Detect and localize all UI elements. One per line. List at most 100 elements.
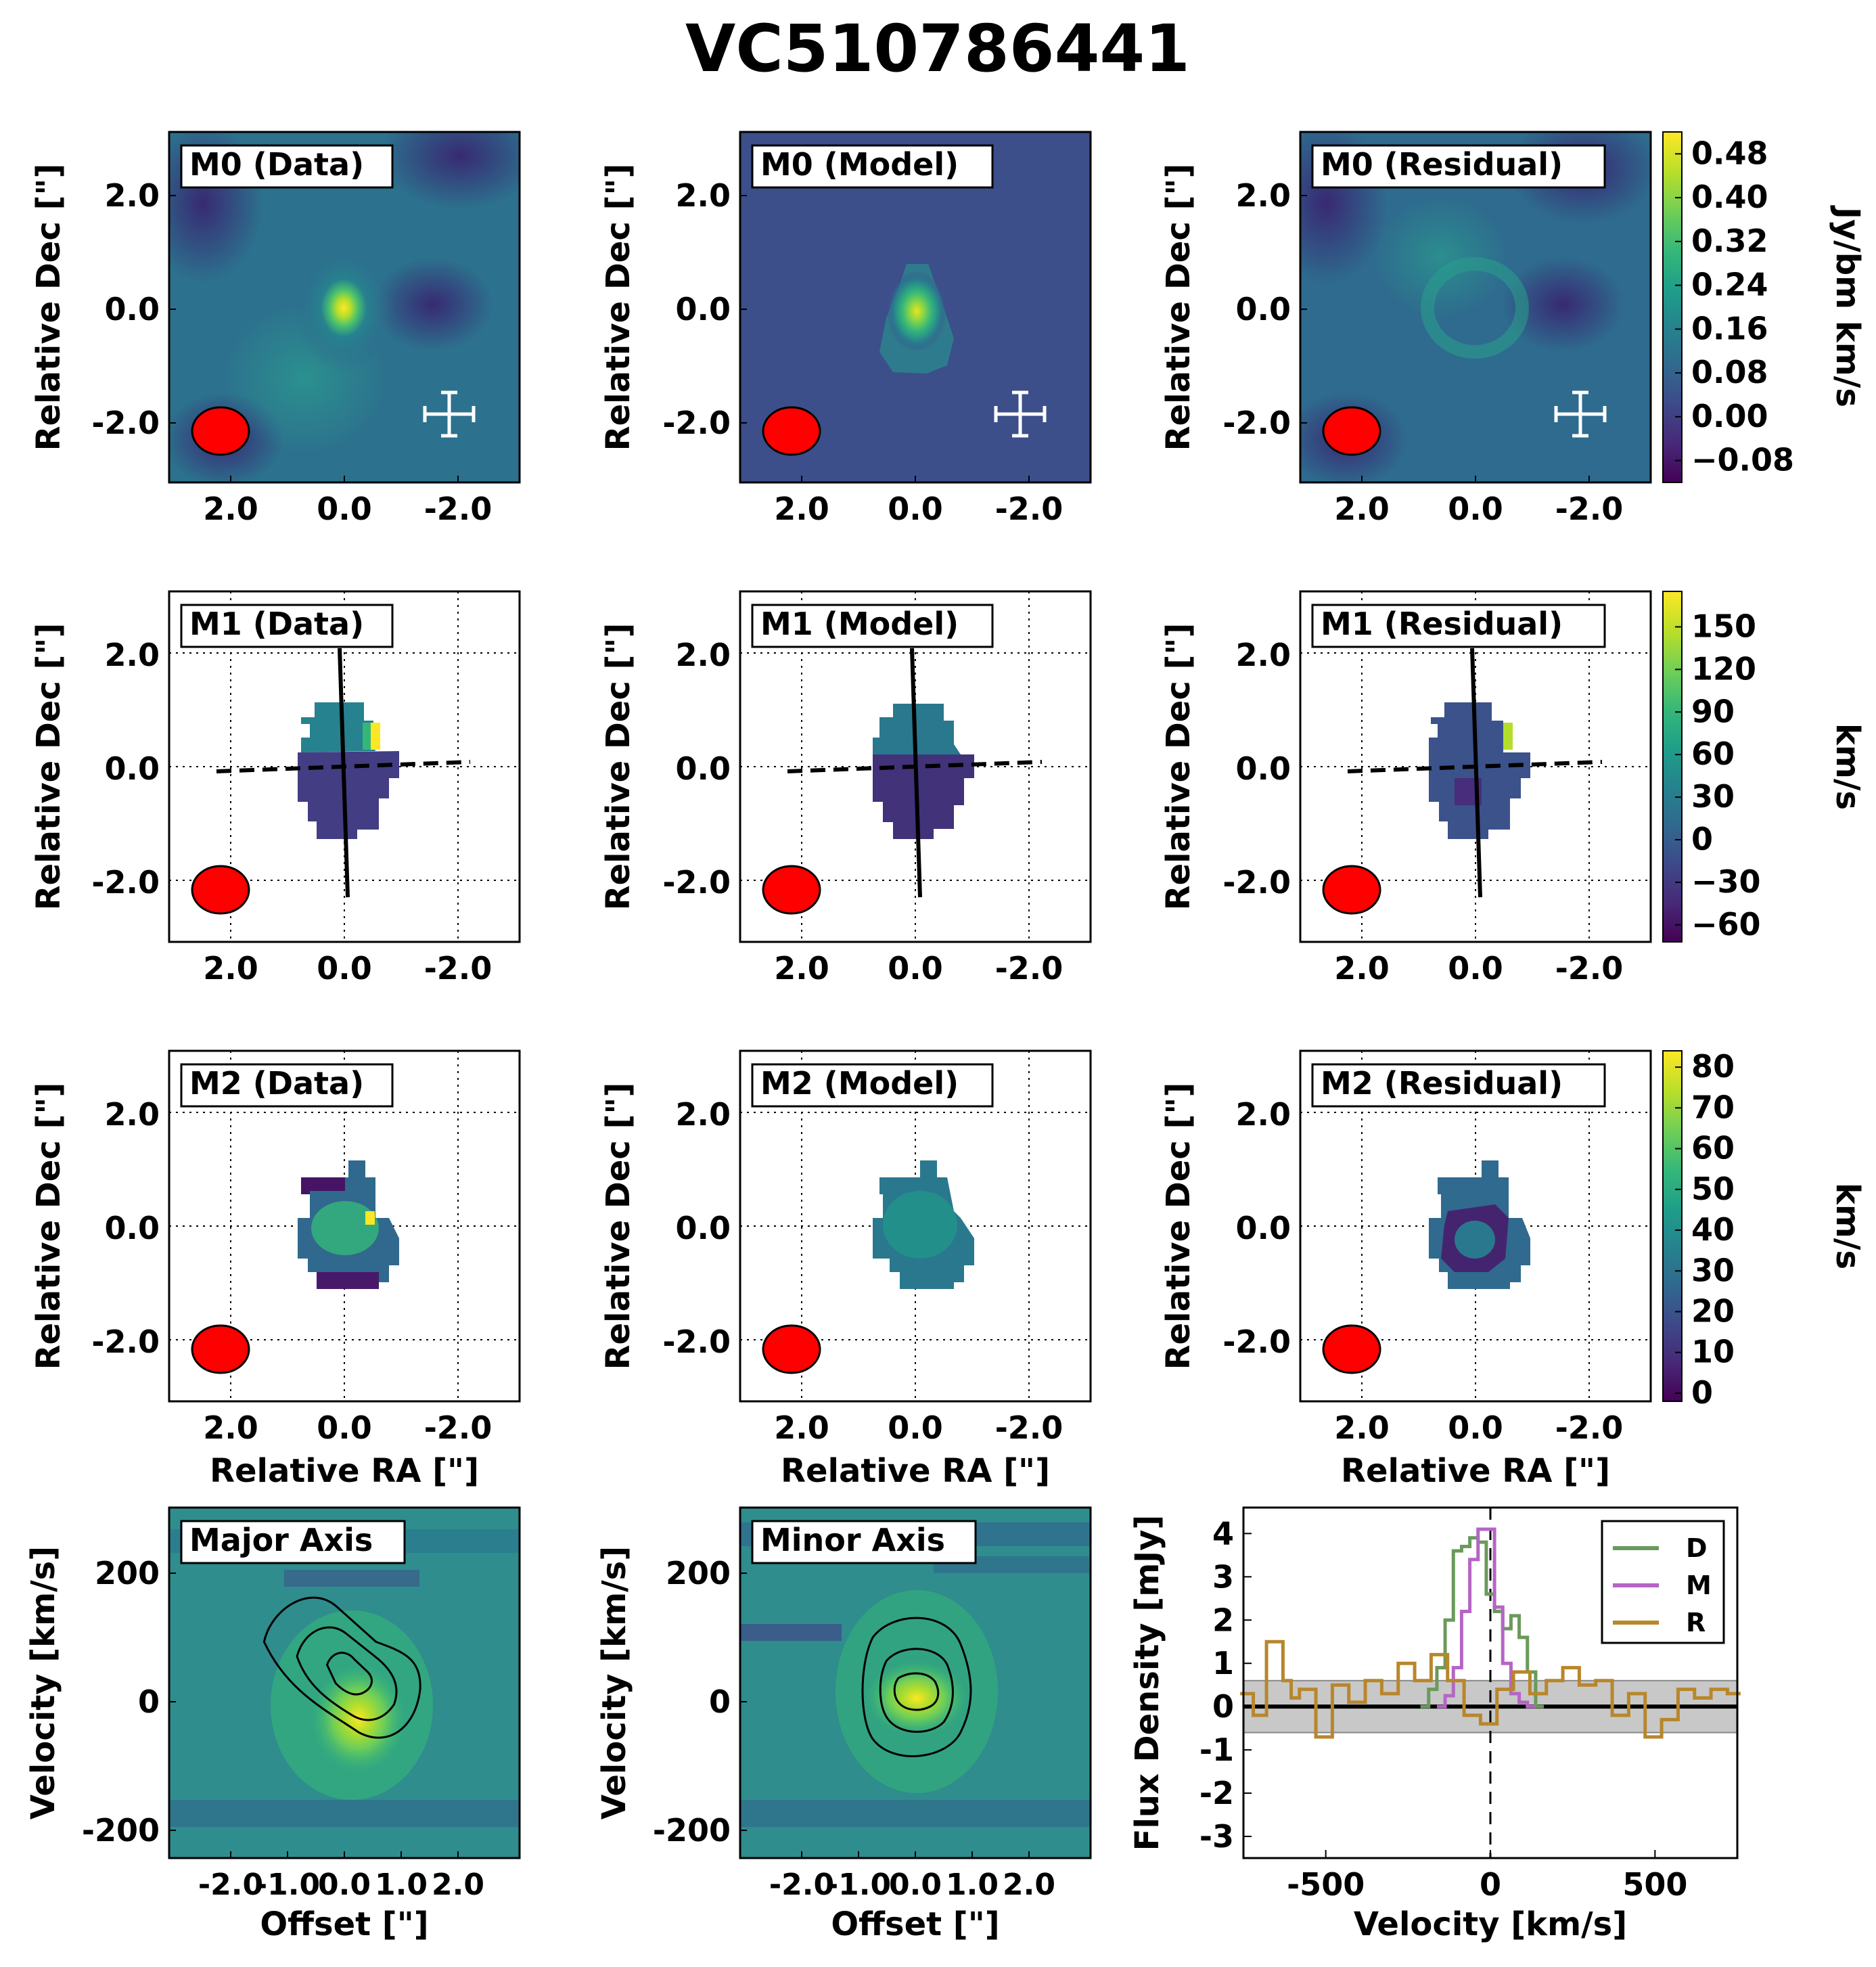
y-axis-label: Relative Dec ["] bbox=[599, 164, 637, 451]
m0-data-source bbox=[293, 244, 394, 372]
spectrum-y-tick-label: 3 bbox=[1212, 1558, 1234, 1595]
pv-major-band bbox=[284, 1570, 419, 1587]
spectrum-y-tick-label: 2 bbox=[1212, 1602, 1234, 1638]
x-tick-label: 0.0 bbox=[888, 950, 943, 987]
colorbar-text: 0.48 0.40 0.32 0.24 0.16 0.08 0.00 −0.08 Jy/bm k… bbox=[1675, 135, 1867, 1411]
x-tick-label: -2.0 bbox=[424, 950, 493, 987]
colorbar-tick-label: 90 bbox=[1691, 693, 1735, 729]
colorbar-tick-label: 20 bbox=[1691, 1292, 1735, 1329]
panel-label: M1 (Model) bbox=[760, 606, 959, 642]
pv-major-panel: Major Axis bbox=[168, 1506, 521, 1859]
beam-ellipse bbox=[762, 1324, 821, 1374]
x-tick-label: 0.0 bbox=[1448, 950, 1503, 987]
colorbar-m0 bbox=[1662, 131, 1683, 483]
y-tick-label: 0.0 bbox=[1236, 750, 1291, 787]
panel-label: Major Axis bbox=[189, 1522, 373, 1558]
m1-data-map-mid bbox=[363, 723, 371, 750]
m1-residual-panel: M1 (Residual) bbox=[1299, 590, 1652, 943]
spectrum-x-tick-label: 0 bbox=[1480, 1866, 1501, 1903]
pv-x-tick-label: 2.0 bbox=[432, 1868, 484, 1902]
spectrum-x-tick-label: 500 bbox=[1622, 1866, 1687, 1903]
pv-y-tick-label: 200 bbox=[95, 1555, 160, 1591]
colorbar-tick-label: 30 bbox=[1691, 1252, 1735, 1288]
m2-data-panel: M2 (Data) bbox=[168, 1049, 521, 1403]
y-tick-label: 2.0 bbox=[1236, 1096, 1291, 1133]
y-axis-label: Relative Dec ["] bbox=[1160, 623, 1197, 911]
y-tick-label: 0.0 bbox=[105, 291, 160, 327]
spectrum-y-tick-label: -1 bbox=[1199, 1732, 1234, 1768]
x-tick-label: -2.0 bbox=[995, 950, 1063, 987]
x-tick-label: 0.0 bbox=[317, 950, 372, 987]
y-tick-label: 0.0 bbox=[1236, 1210, 1291, 1246]
beam-ellipse bbox=[1322, 865, 1381, 915]
x-tick-label: 2.0 bbox=[774, 950, 829, 987]
beam-ellipse bbox=[1322, 1324, 1381, 1374]
x-tick-label: -2.0 bbox=[424, 1409, 493, 1446]
y-tick-label: -2.0 bbox=[1222, 1324, 1291, 1360]
x-tick-label: -2.0 bbox=[1555, 1409, 1624, 1446]
colorbar-label: km/s bbox=[1829, 723, 1867, 810]
m2-data-map-peak bbox=[365, 1211, 375, 1225]
minor-axis-line bbox=[216, 760, 471, 773]
x-tick-label: 2.0 bbox=[203, 1409, 258, 1446]
panel-label-box: M2 (Data) bbox=[180, 1063, 394, 1108]
colorbar-tick-label: 40 bbox=[1691, 1211, 1735, 1248]
pv-major-band bbox=[169, 1800, 520, 1827]
pv-minor-contours bbox=[861, 1616, 972, 1757]
spectrum-series-d bbox=[1420, 1536, 1545, 1709]
colorbar-tick-label: 60 bbox=[1691, 736, 1735, 772]
x-axis-label: Relative RA ["] bbox=[1341, 1452, 1610, 1490]
panel-label-box: M0 (Residual) bbox=[1311, 144, 1606, 189]
panel-label: M2 (Model) bbox=[760, 1065, 959, 1102]
spectrum-y-tick-label: 4 bbox=[1212, 1515, 1234, 1552]
spectrum-y-tick-label: 1 bbox=[1212, 1645, 1234, 1681]
error-cross bbox=[423, 390, 476, 438]
x-tick-label: -2.0 bbox=[1555, 950, 1624, 987]
beam-ellipse bbox=[762, 865, 821, 915]
panel-label: Minor Axis bbox=[760, 1522, 945, 1558]
y-tick-label: 0.0 bbox=[676, 291, 731, 327]
spectrum-series-r bbox=[1240, 1640, 1741, 1739]
colorbar-tick-label: 0.48 bbox=[1691, 135, 1768, 171]
panel-label: M0 (Model) bbox=[760, 146, 959, 183]
x-tick-label: -2.0 bbox=[1555, 491, 1624, 527]
y-axis-label: Relative Dec ["] bbox=[30, 164, 68, 451]
panel-label: M2 (Data) bbox=[189, 1065, 364, 1102]
y-tick-label: -2.0 bbox=[662, 405, 731, 441]
panel-label: M2 (Residual) bbox=[1321, 1065, 1563, 1102]
map-tick-marks bbox=[169, 195, 1590, 482]
colorbar-m1 bbox=[1662, 591, 1683, 943]
x-tick-label: -2.0 bbox=[995, 1409, 1063, 1446]
x-tick-label: -2.0 bbox=[995, 491, 1063, 527]
y-axis-label: Relative Dec ["] bbox=[30, 623, 68, 911]
colorbar-tick-label: 0.40 bbox=[1691, 179, 1768, 215]
colorbar-m1-gradient bbox=[1662, 591, 1683, 943]
y-tick-label: 2.0 bbox=[676, 177, 731, 214]
y-tick-label: -2.0 bbox=[1222, 864, 1291, 901]
legend-label: R bbox=[1686, 1608, 1706, 1637]
pv-x-axis-label: Offset ["] bbox=[260, 1905, 428, 1943]
panel-label-box: M1 (Residual) bbox=[1311, 604, 1606, 648]
pv-x-tick-label: -1.0 bbox=[826, 1868, 891, 1902]
pv-x-tick-label: 0.0 bbox=[318, 1868, 371, 1902]
y-tick-label: -2.0 bbox=[91, 405, 160, 441]
y-tick-label: 2.0 bbox=[105, 1096, 160, 1133]
panel-label-box: M0 (Model) bbox=[751, 144, 994, 189]
colorbar-label: Jy/bm km/s bbox=[1829, 205, 1867, 407]
colorbar-m2-gradient bbox=[1662, 1050, 1683, 1402]
pv-y-axis-label: Velocity [km/s] bbox=[595, 1546, 633, 1819]
y-tick-label: 0.0 bbox=[105, 1210, 160, 1246]
colorbar-tick-label: 70 bbox=[1691, 1089, 1735, 1125]
colorbar-m0-gradient bbox=[1662, 131, 1683, 483]
spectrum-y-tick-label: 0 bbox=[1212, 1688, 1234, 1725]
x-tick-label: 0.0 bbox=[317, 1409, 372, 1446]
colorbar-tick-label: 0.16 bbox=[1691, 310, 1768, 346]
panel-label: M0 (Data) bbox=[189, 146, 364, 183]
y-tick-label: -2.0 bbox=[662, 1324, 731, 1360]
major-axis-line bbox=[1470, 648, 1482, 898]
m2-model-panel: M2 (Model) bbox=[739, 1049, 1092, 1403]
x-tick-label: 2.0 bbox=[1334, 491, 1390, 527]
panel-label: M0 (Residual) bbox=[1321, 146, 1563, 183]
